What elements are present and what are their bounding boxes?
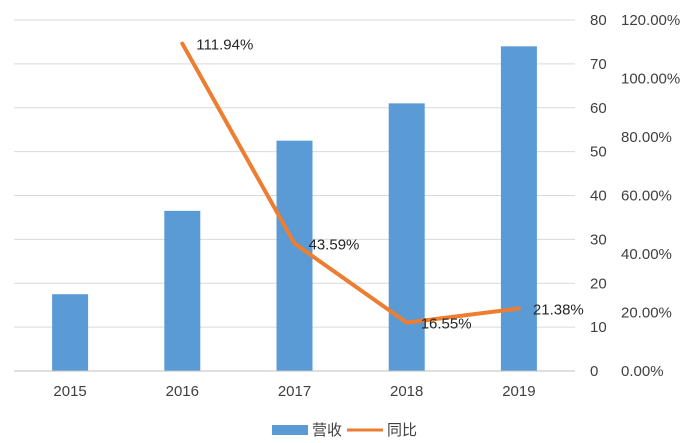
legend-label-revenue: 营收 [312,421,342,439]
y-left-tick-label: 80 [590,12,607,29]
legend: 营收 同比 [272,421,417,439]
bar [388,103,425,372]
y-left-tick-label: 70 [590,56,607,73]
x-tick-label: 2019 [502,383,535,400]
y-left-tick-label: 30 [590,231,607,248]
y-left-tick-label: 60 [590,100,607,117]
y-left-tick-label: 20 [590,275,607,292]
line-data-label: 111.94% [196,37,253,54]
x-tick-label: 2017 [278,383,311,400]
line-data-label: 16.55% [421,316,472,333]
x-tick-label: 2016 [166,383,199,400]
y-left-tick-label: 40 [590,188,607,205]
line-series-yoy [180,41,521,325]
y-right-tick-label: 60.00% [621,188,672,205]
bar [276,140,313,371]
y-right-tick-label: 100.00% [621,71,680,88]
bar [164,210,201,371]
data-labels: 111.94% 43.59% 16.55% 21.38% [196,37,583,333]
bar-series-revenue [52,46,537,372]
y-right-tick-label: 20.00% [621,305,672,322]
legend-label-yoy: 同比 [387,421,417,439]
y-left-tick-label: 0 [590,363,598,380]
y-right-tick-label: 80.00% [621,129,672,146]
y-left-tick-label: 10 [590,319,607,336]
line-data-label: 21.38% [533,301,584,318]
line-data-label: 43.59% [309,236,360,253]
x-tick-label: 2018 [390,383,423,400]
y-left-tick-label: 50 [590,144,607,161]
y-right-tick-label: 120.00% [621,12,680,29]
y-right-tick-label: 0.00% [621,363,664,380]
x-tick-label: 2015 [53,383,86,400]
y-right-tick-label: 40.00% [621,246,672,263]
yoy-line [180,41,521,325]
legend-swatch-revenue [272,425,308,435]
bar [52,294,89,371]
bar [500,46,537,371]
axes: 0 10 20 30 40 50 60 70 80 0.00% 20.00% 40.00% 60.00%… [14,12,680,400]
